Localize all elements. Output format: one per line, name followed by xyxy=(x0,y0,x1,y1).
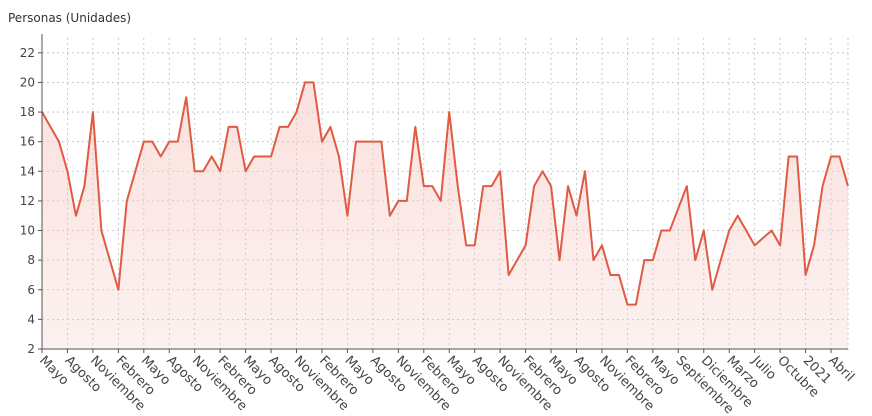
axes xyxy=(38,34,848,353)
y-tick-label: 12 xyxy=(20,194,35,208)
y-tick-label: 6 xyxy=(27,283,35,297)
y-tick-label: 2 xyxy=(27,342,35,356)
y-tick-label: 10 xyxy=(20,224,35,238)
x-tick-labels: MayoAgostoNoviembreFebreroMayoAgostoNovi… xyxy=(36,353,857,416)
series-line xyxy=(41,81,849,306)
y-axis-label: Personas (Unidades) xyxy=(8,11,131,25)
y-tick-label: 18 xyxy=(20,105,35,119)
y-tick-label: 20 xyxy=(20,75,35,89)
y-tick-label: 22 xyxy=(20,46,35,60)
y-tick-labels: 2 4 6 8 10 12 14 16 18 20 22 xyxy=(20,46,35,356)
y-tick-label: 4 xyxy=(27,312,35,326)
series-polyline xyxy=(41,81,849,306)
area-path xyxy=(42,82,848,350)
y-tick-label: 8 xyxy=(27,253,35,267)
y-tick-label: 16 xyxy=(20,135,35,149)
y-tick-label: 14 xyxy=(20,164,35,178)
area-fill xyxy=(42,82,848,350)
